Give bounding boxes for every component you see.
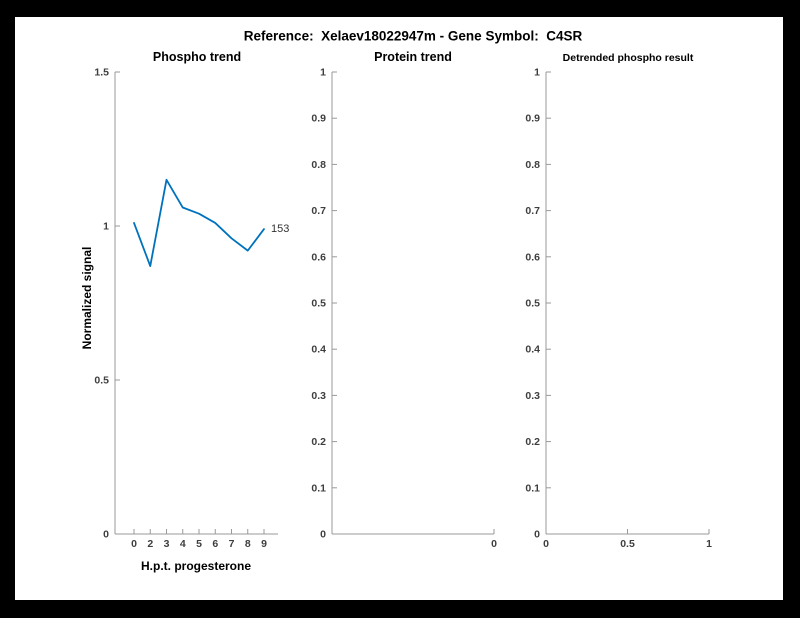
protein-y-tick-label: 1 xyxy=(320,67,326,79)
detrended-x-tick-label: 0 xyxy=(543,538,549,550)
detrended-x-tick-label: 0.5 xyxy=(620,538,635,550)
detrended-y-tick-label: 0.6 xyxy=(525,251,540,263)
detrended-y-tick-label: 0.8 xyxy=(525,159,540,171)
phospho-x-tick-label: 0 xyxy=(131,538,137,550)
subplot-phospho-title: Phospho trend xyxy=(152,50,242,64)
protein-y-tick-label: 0.8 xyxy=(311,159,326,171)
phospho-y-tick-label: 0 xyxy=(103,529,109,541)
protein-y-tick-label: 0.1 xyxy=(311,482,326,494)
phospho-x-tick-label: 9 xyxy=(261,538,267,550)
axes-layer: 00.511.50 2 3 4 5 6 7 8 900.10.20.30.40.50.60.70… xyxy=(94,67,712,551)
phospho-y-tick-label: 0.5 xyxy=(94,375,109,387)
protein-y-tick-label: 0.7 xyxy=(311,205,326,217)
phospho-y-tick-label: 1 xyxy=(103,221,109,233)
detrended-y-tick-label: 0.9 xyxy=(525,113,540,125)
phospho-trend-line xyxy=(133,178,265,267)
detrended-y-tick-label: 0.5 xyxy=(525,298,540,310)
protein-y-tick-label: 0.5 xyxy=(311,298,326,310)
protein-y-tick-label: 0.6 xyxy=(311,251,326,263)
subplot-protein-title: Protein trend xyxy=(374,50,452,64)
detrended-x-tick-label: 1 xyxy=(706,538,712,550)
protein-y-tick-label: 0.9 xyxy=(311,113,326,125)
protein-y-tick-label: 0.2 xyxy=(311,436,326,448)
phospho-x-tick-label: 2 xyxy=(147,538,153,550)
phospho-x-tick-label: 8 xyxy=(245,538,251,550)
detrended-y-tick-label: 0.4 xyxy=(525,344,540,356)
detrended-y-tick-label: 0.7 xyxy=(525,205,540,217)
detrended-y-tick-label: 0.3 xyxy=(525,390,540,402)
series-end-label: 153 xyxy=(271,223,290,235)
protein-y-tick-label: 0.4 xyxy=(311,344,326,356)
detrended-y-tick-label: 0.1 xyxy=(525,482,540,494)
figure-canvas: Reference: Xelaev18022947m - Gene Symbol… xyxy=(15,17,783,600)
phospho-x-tick-label: 5 xyxy=(196,538,202,550)
phospho-y-tick-label: 1.5 xyxy=(94,67,109,79)
figure-title: Reference: Xelaev18022947m - Gene Symbol… xyxy=(243,28,583,44)
detrended-y-tick-label: 0.2 xyxy=(525,436,540,448)
protein-x-tick-label: 0 xyxy=(491,538,497,550)
phospho-x-tick-label: 3 xyxy=(164,538,170,550)
phospho-x-tick-label: 4 xyxy=(180,538,186,550)
detrended-y-tick-label: 1 xyxy=(534,67,540,79)
subplot-detrended-title: Detrended phospho result xyxy=(562,52,694,64)
phospho-x-tick-label: 7 xyxy=(229,538,235,550)
detrended-y-tick-label: 0 xyxy=(534,529,540,541)
protein-y-tick-label: 0 xyxy=(320,529,326,541)
protein-y-tick-label: 0.3 xyxy=(311,390,326,402)
subplot-phospho-xlabel: H.p.t. progesterone xyxy=(140,559,252,573)
phospho-x-tick-label: 6 xyxy=(212,538,218,550)
